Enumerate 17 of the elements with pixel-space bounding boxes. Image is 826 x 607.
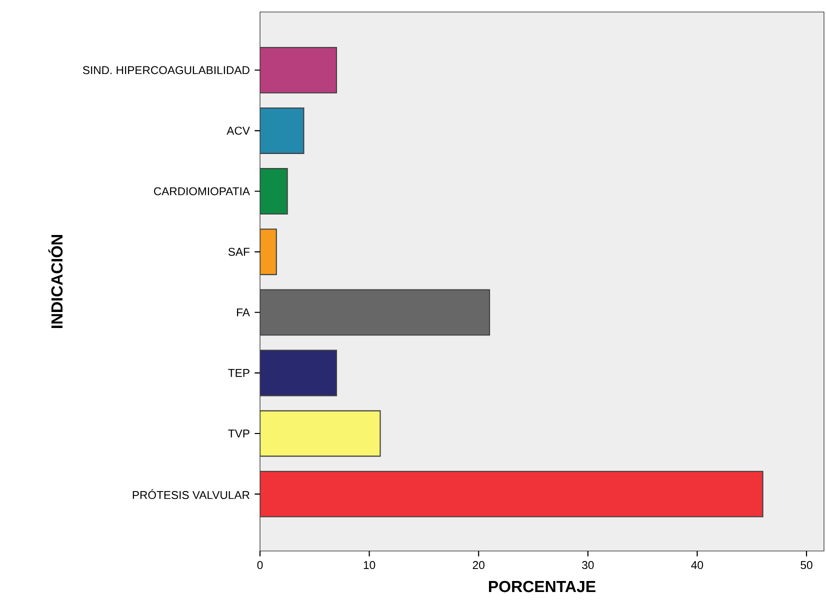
y-axis-title: INDICACIÓN: [48, 235, 63, 328]
y-tick-label: TVP: [228, 430, 250, 438]
y-tick-label: SAF: [228, 248, 250, 256]
x-tick-label: 20: [472, 561, 484, 570]
x-axis-title: PORCENTAJE: [488, 580, 596, 592]
x-tick-label: 10: [364, 561, 376, 570]
y-tick-label: PRÓTESIS VALVULAR: [132, 489, 250, 500]
bar: [260, 46, 338, 94]
y-tick-label: ACV: [226, 126, 250, 135]
x-tick-label: 30: [582, 561, 594, 570]
x-tick-label: 50: [800, 561, 812, 570]
x-tick-label: 0: [257, 561, 263, 570]
y-tick-label: SIND. HIPERCOAGULABILIDAD: [82, 66, 250, 74]
x-tick-label: 40: [691, 561, 704, 570]
y-tick-label: CARDIOMIOPATIA: [154, 187, 250, 196]
y-tick-label: FA: [237, 308, 250, 316]
y-tick-label: TEP: [228, 369, 250, 377]
